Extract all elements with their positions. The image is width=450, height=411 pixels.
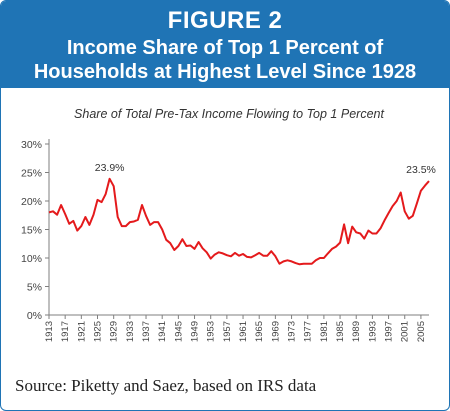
x-tick-label: 1997 (384, 321, 395, 342)
x-tick-label: 2001 (400, 321, 411, 342)
figure-title-line-1: Income Share of Top 1 Percent of (66, 37, 384, 59)
x-tick-label: 1945 (173, 321, 184, 342)
x-tick-label: 1937 (141, 321, 152, 342)
x-tick-label: 1933 (125, 321, 136, 342)
x-tick-label: 1929 (109, 321, 120, 342)
x-tick-label: 1921 (76, 321, 87, 342)
y-tick-label: 15% (21, 225, 42, 237)
x-tick-label: 1981 (319, 321, 330, 342)
x-tick-label: 1913 (44, 321, 55, 342)
x-tick-label: 1985 (335, 321, 346, 342)
figure-header: FIGURE 2 Income Share of Top 1 Percent o… (1, 1, 449, 88)
chart-area: Share of Total Pre-Tax Income Flowing to… (1, 89, 449, 369)
x-tick-label: 1993 (367, 321, 378, 342)
x-tick-label: 1961 (238, 321, 249, 342)
line-chart: Share of Total Pre-Tax Income Flowing to… (21, 107, 436, 342)
chart-title: Share of Total Pre-Tax Income Flowing to… (74, 107, 384, 121)
x-tick-label: 1925 (93, 321, 104, 342)
y-tick-label: 10% (21, 253, 42, 265)
x-tick-label: 1989 (351, 321, 362, 342)
source-note: Source: Piketty and Saez, based on IRS d… (15, 376, 317, 395)
x-tick-label: 1949 (190, 321, 201, 342)
x-tick-label: 1953 (206, 321, 217, 342)
x-tick-label: 1965 (254, 321, 265, 342)
x-tick-label: 1917 (60, 321, 71, 342)
y-tick-label: 20% (21, 196, 42, 208)
y-tick-label: 0% (27, 310, 42, 322)
data-annotation: 23.9% (95, 162, 125, 174)
y-tick-label: 25% (21, 168, 42, 180)
x-tick-label: 1957 (222, 321, 233, 342)
income-share-line (48, 177, 430, 266)
x-tick-label: 1941 (157, 321, 168, 342)
x-tick-label: 2005 (416, 321, 427, 342)
x-tick-label: 1977 (303, 321, 314, 342)
y-tick-label: 5% (27, 282, 42, 294)
figure-title-line-2: Households at Highest Level Since 1928 (33, 61, 417, 83)
y-tick-label: 30% (21, 139, 42, 151)
x-tick-label: 1969 (270, 321, 281, 342)
x-tick-label: 1973 (287, 321, 298, 342)
data-annotation: 23.5% (406, 164, 436, 176)
figure-label: FIGURE 2 (167, 7, 283, 34)
